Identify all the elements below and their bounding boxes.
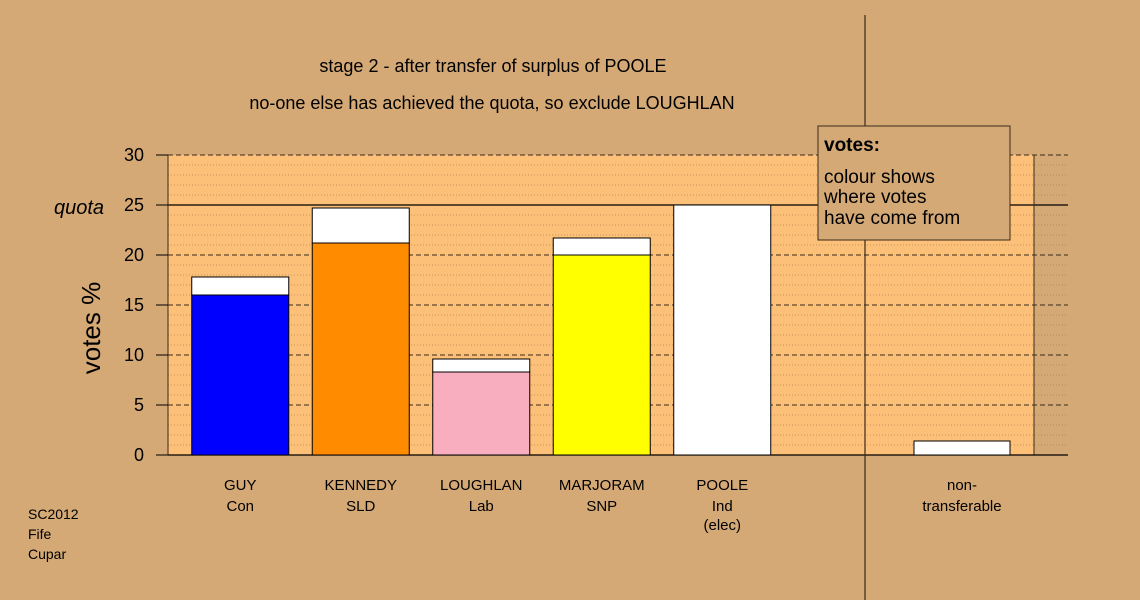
chart-subtitle: no-one else has achieved the quota, so e… — [249, 93, 734, 113]
category-label-name: LOUGHLAN — [440, 477, 523, 494]
bar-segment-loughlan-1 — [432, 358, 531, 373]
y-tick-label: 15 — [124, 295, 144, 315]
bar-segment-guy-1 — [191, 276, 290, 296]
category-label-note: (elec) — [703, 517, 741, 534]
y-tick-label: 30 — [124, 145, 144, 165]
bar-nontransferable — [913, 440, 1011, 456]
bar-segment-marjoram-1 — [552, 237, 651, 256]
nontransferable-label-line2: transferable — [922, 498, 1001, 515]
category-labels: GUY Con KENNEDY SLD LOUGHLAN Lab MARJORAM SNP PO… — [224, 477, 748, 534]
source-line-1: SC2012 — [28, 506, 79, 522]
category-label-party: Con — [226, 498, 254, 515]
y-tick-label: 20 — [124, 245, 144, 265]
y-tick-label: 0 — [134, 445, 144, 465]
legend-line-3: have come from — [824, 208, 960, 229]
bars — [191, 204, 1011, 456]
legend-box — [817, 125, 1011, 241]
category-label-party: Lab — [469, 498, 494, 515]
y-tick-label: 25 — [124, 195, 144, 215]
category-label-name: MARJORAM — [559, 477, 645, 494]
y-tick-label: 10 — [124, 345, 144, 365]
bar-segment-kennedy-0 — [311, 242, 410, 456]
bar-segment-guy-0 — [191, 294, 290, 456]
category-label-name: POOLE — [696, 477, 748, 494]
category-label-name: KENNEDY — [324, 477, 397, 494]
legend-line-1: colour shows — [824, 167, 935, 188]
y-axis-label: votes % — [76, 282, 106, 375]
y-tick-label: 5 — [134, 395, 144, 415]
category-label-party: SNP — [586, 498, 617, 515]
legend-title: votes: — [824, 135, 880, 156]
category-label-party: Ind — [712, 498, 733, 515]
legend: votes: colour shows where votes have com… — [817, 125, 1011, 241]
bar-segment-marjoram-0 — [552, 254, 651, 456]
bar-segment-poole-1 — [673, 204, 772, 456]
category-label-name: GUY — [224, 477, 257, 494]
bar-segment-loughlan-0 — [432, 371, 531, 456]
y-axis-ticks: 0 5 10 15 20 25 30 — [124, 145, 168, 465]
nontransferable-label-line1: non- — [947, 477, 977, 494]
bar-segment-kennedy-1 — [311, 207, 410, 244]
chart-title: stage 2 - after transfer of surplus of P… — [319, 56, 666, 76]
source-line-3: Cupar — [28, 546, 66, 562]
quota-label: quota — [54, 197, 104, 219]
legend-line-2: where votes — [823, 187, 926, 208]
category-label-party: SLD — [346, 498, 375, 515]
source-line-2: Fife — [28, 526, 52, 542]
